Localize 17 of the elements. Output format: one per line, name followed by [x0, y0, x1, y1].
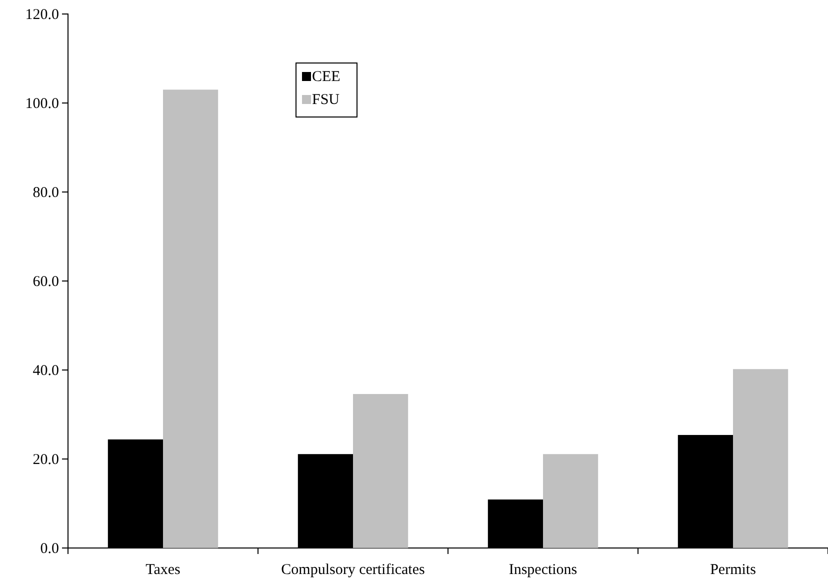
y-tick-label: 80.0: [32, 184, 59, 201]
y-tick-label: 100.0: [25, 96, 59, 112]
y-tick-label: 60.0: [32, 274, 59, 290]
y-tick-label: 40.0: [32, 362, 59, 379]
x-tick-label: Compulsory certificates: [281, 562, 426, 578]
y-tick-label: 120.0: [25, 6, 59, 23]
x-tick-label: Taxes: [146, 562, 181, 578]
legend-label: CEE: [312, 69, 340, 85]
x-tick-label: Inspections: [508, 562, 578, 578]
bar: [163, 90, 218, 548]
y-tick-label: 20.0: [32, 452, 59, 468]
x-tick-label: Permits: [710, 562, 756, 578]
bar: [733, 369, 788, 548]
bar: [353, 394, 408, 548]
y-tick-label: 0.0: [40, 540, 59, 557]
bar: [543, 454, 598, 548]
legend-label: FSU: [312, 92, 340, 108]
